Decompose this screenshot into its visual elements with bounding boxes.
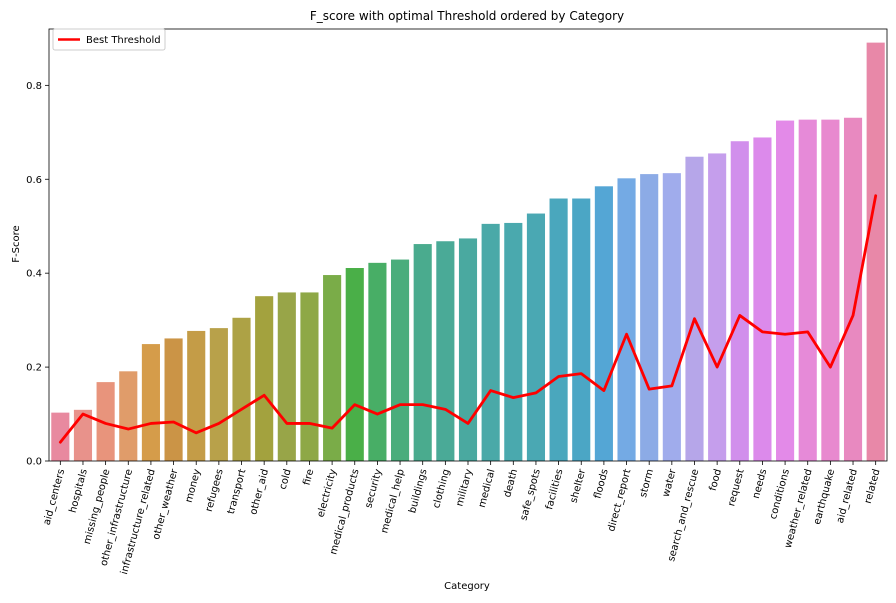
bar-food (708, 153, 727, 461)
threshold-line-group (58, 194, 878, 444)
bar-water (662, 173, 681, 461)
bar-refugees (209, 328, 228, 461)
bar-search_and_rescue (685, 156, 704, 461)
y-axis: 0.0 0.2 0.4 0.6 0.8 (26, 81, 49, 468)
plot-frame (48, 28, 888, 462)
bars-group (51, 42, 885, 462)
bar-clothing (436, 241, 455, 461)
bar-cold (277, 292, 296, 461)
bar-death (504, 222, 523, 461)
chart-title: F_score with optimal Threshold ordered b… (310, 9, 624, 23)
bar-electricity (323, 275, 342, 461)
bar-safe_spots (526, 213, 546, 461)
legend: Best Threshold (52, 28, 166, 51)
x-axis-title: Category (444, 581, 490, 592)
bar-other_weather (164, 338, 183, 461)
bar-transport (232, 317, 251, 461)
bar-request (730, 141, 749, 462)
bar-medical (481, 223, 500, 461)
bar-missing_people (96, 382, 115, 461)
legend-box (52, 28, 166, 51)
bar-aid_related (843, 117, 863, 461)
bar-facilities (549, 198, 568, 461)
bar-weather_related (798, 119, 817, 461)
bar-medical_help (390, 259, 410, 461)
y-tick-label: 0.4 (26, 269, 42, 280)
bar-money (187, 330, 206, 461)
bar-infrastructure_related (141, 344, 160, 461)
bar-security (368, 262, 387, 461)
y-tick-label: 0.6 (26, 175, 42, 186)
bar-aid_centers (51, 412, 70, 461)
bar-storm (640, 174, 659, 461)
y-tick-label: 0.8 (26, 81, 42, 92)
bar-medical_products (345, 268, 364, 461)
bar-hospitals (73, 409, 93, 461)
bar-other_infrastructure (119, 371, 138, 461)
x-tick-label-cold: cold (278, 468, 294, 491)
bar-conditions (776, 120, 795, 461)
bar-needs (753, 137, 772, 461)
bar-shelter (572, 198, 591, 461)
y-axis-title: F-Score (11, 225, 22, 262)
legend-label-best-threshold: Best Threshold (86, 35, 161, 46)
bar-military (458, 238, 478, 461)
bar-earthquake (821, 119, 840, 461)
bar-buildings (413, 244, 432, 461)
bar-direct_report (617, 178, 636, 461)
x-tick-label-fire: fire (302, 468, 317, 487)
best-threshold-line (58, 194, 878, 444)
y-tick-label: 0.2 (26, 363, 42, 374)
bar-related (866, 42, 885, 462)
bar-floods (594, 186, 613, 462)
bar-other_aid (255, 296, 274, 461)
y-tick-label: 0.0 (26, 457, 42, 468)
bar-fire (300, 292, 319, 461)
